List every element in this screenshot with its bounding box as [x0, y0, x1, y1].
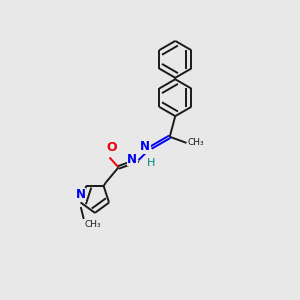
Text: O: O [106, 141, 117, 154]
Text: N: N [76, 188, 86, 201]
Text: CH₃: CH₃ [188, 138, 205, 147]
Text: CH₃: CH₃ [84, 220, 101, 230]
Text: H: H [147, 158, 155, 168]
Text: N: N [140, 140, 150, 153]
Text: N: N [127, 153, 137, 166]
